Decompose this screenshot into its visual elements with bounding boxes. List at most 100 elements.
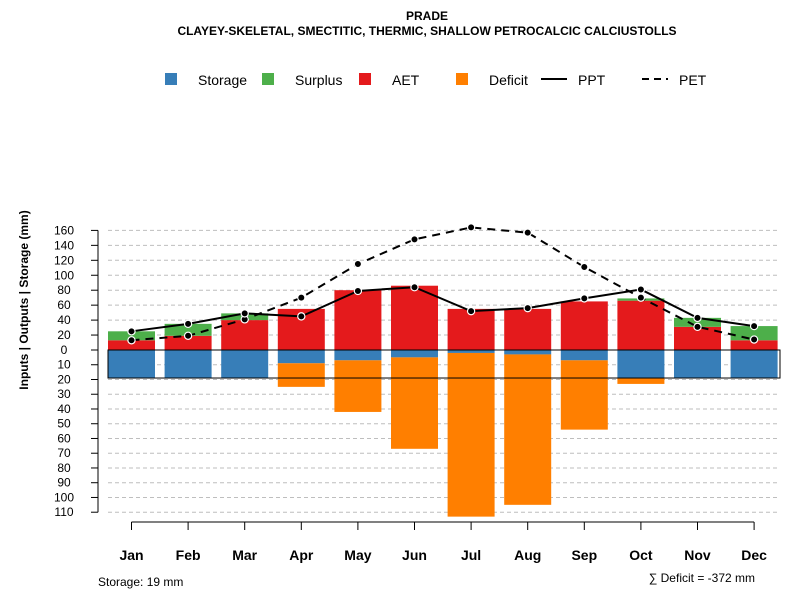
bar-storage	[447, 350, 495, 353]
pet-point	[466, 223, 476, 232]
ppt-point	[127, 327, 136, 336]
bar-storage	[334, 350, 382, 361]
legend-swatch	[165, 73, 177, 85]
y-tick-label: 100	[54, 268, 74, 282]
y-tick-label: 60	[57, 431, 71, 445]
pet-line	[131, 226, 755, 342]
bar-deficit	[277, 363, 325, 387]
pet-point	[353, 259, 363, 269]
x-tick-label: Jun	[402, 547, 427, 563]
legend-label: Surplus	[295, 72, 342, 88]
y-tick-label: 0	[61, 343, 68, 357]
ppt-point	[353, 286, 363, 296]
bar-aet	[221, 320, 269, 350]
ppt-point	[410, 283, 419, 292]
bar-aet	[674, 326, 721, 350]
y-tick-label: 80	[57, 461, 71, 475]
x-tick-label: Dec	[741, 547, 767, 563]
ppt-point	[466, 306, 476, 316]
chart-title: PRADE	[406, 9, 448, 23]
bar-aet	[617, 300, 665, 350]
y-tick-label: 100	[54, 490, 74, 504]
storage-capacity-box	[107, 349, 781, 379]
ppt-point	[297, 312, 306, 321]
x-tick-label: Mar	[232, 547, 257, 563]
bar-deficit	[447, 352, 495, 517]
legend-swatch	[262, 73, 274, 85]
legend-label: PET	[679, 72, 707, 88]
y-tick-label: 30	[57, 387, 71, 401]
legend: Storage Surplus AET Deficit PPT PET	[165, 72, 707, 88]
bar-storage	[617, 350, 665, 379]
legend-swatch	[359, 73, 371, 85]
chart-subtitle: CLAYEY-SKELETAL, SMECTITIC, THERMIC, SHA…	[177, 24, 676, 38]
bar-storage	[221, 350, 269, 379]
x-tick-label: Sep	[571, 547, 597, 563]
bar-storage	[164, 350, 212, 379]
bar-storage	[108, 350, 155, 379]
x-tick-label: Jul	[461, 547, 481, 563]
ppt-line	[131, 286, 755, 333]
bar-storage	[560, 350, 608, 361]
y-tick-label: 140	[54, 238, 74, 252]
pet-point	[580, 262, 589, 272]
y-tick-label: 40	[57, 313, 71, 327]
x-tick-label: Feb	[176, 547, 201, 563]
y-tick-label: 110	[54, 505, 73, 519]
bar-aet	[560, 301, 608, 350]
y-tick-label: 50	[57, 417, 71, 431]
ppt-point	[183, 319, 193, 329]
bar-surplus	[674, 317, 721, 327]
bar-aet	[108, 340, 155, 350]
y-tick-label: 20	[57, 372, 71, 386]
x-tick-label: Nov	[684, 547, 711, 563]
bar-deficit	[391, 357, 438, 449]
y-axis-title: Inputs | Outputs | Storage (mm)	[17, 210, 31, 389]
x-tick-label: Aug	[514, 547, 541, 563]
legend-label: PPT	[578, 72, 606, 88]
pet-point	[749, 335, 759, 344]
pet-point	[693, 322, 702, 332]
y-tick-label: 90	[57, 476, 71, 490]
legend-label: AET	[392, 72, 420, 88]
y-tick-label: 20	[57, 328, 71, 342]
bar-storage	[730, 350, 778, 379]
gridlines	[108, 229, 780, 513]
y-tick-label: 160	[54, 223, 74, 237]
x-tick-label: Jan	[119, 547, 143, 563]
y-tick-label: 10	[57, 358, 71, 372]
bar-storage	[504, 350, 552, 355]
deficit-note: ∑ Deficit = -372 mm	[649, 571, 755, 585]
axes: 0204060801001201401601020304050607080901…	[54, 223, 767, 563]
bar-deficit	[617, 378, 665, 384]
pet-point	[127, 336, 136, 345]
y-tick-label: 40	[57, 402, 71, 416]
storage-note: Storage: 19 mm	[98, 575, 183, 589]
bar-aet	[504, 308, 552, 350]
ppt-point	[693, 313, 702, 323]
bar-aet	[447, 308, 495, 350]
bar-aet	[334, 290, 382, 350]
bar-surplus	[164, 323, 212, 336]
pet-point	[410, 235, 419, 244]
bar-surplus	[108, 331, 155, 341]
bars	[107, 285, 781, 517]
y-tick-label: 70	[57, 446, 71, 460]
pet-point	[297, 293, 306, 302]
legend-label: Storage	[198, 72, 247, 88]
bar-aet	[164, 335, 212, 350]
pet-point	[636, 293, 646, 302]
bar-deficit	[560, 360, 608, 430]
bar-deficit	[504, 354, 552, 505]
ppt-point	[749, 321, 759, 331]
pet-point	[183, 331, 193, 340]
bar-storage	[277, 350, 325, 364]
bar-deficit	[334, 360, 382, 412]
legend-swatch	[456, 73, 468, 85]
legend-label: Deficit	[489, 72, 528, 88]
bar-storage	[674, 350, 721, 379]
bar-aet	[730, 340, 778, 350]
ppt-point	[580, 294, 589, 303]
series-lines	[127, 223, 759, 345]
